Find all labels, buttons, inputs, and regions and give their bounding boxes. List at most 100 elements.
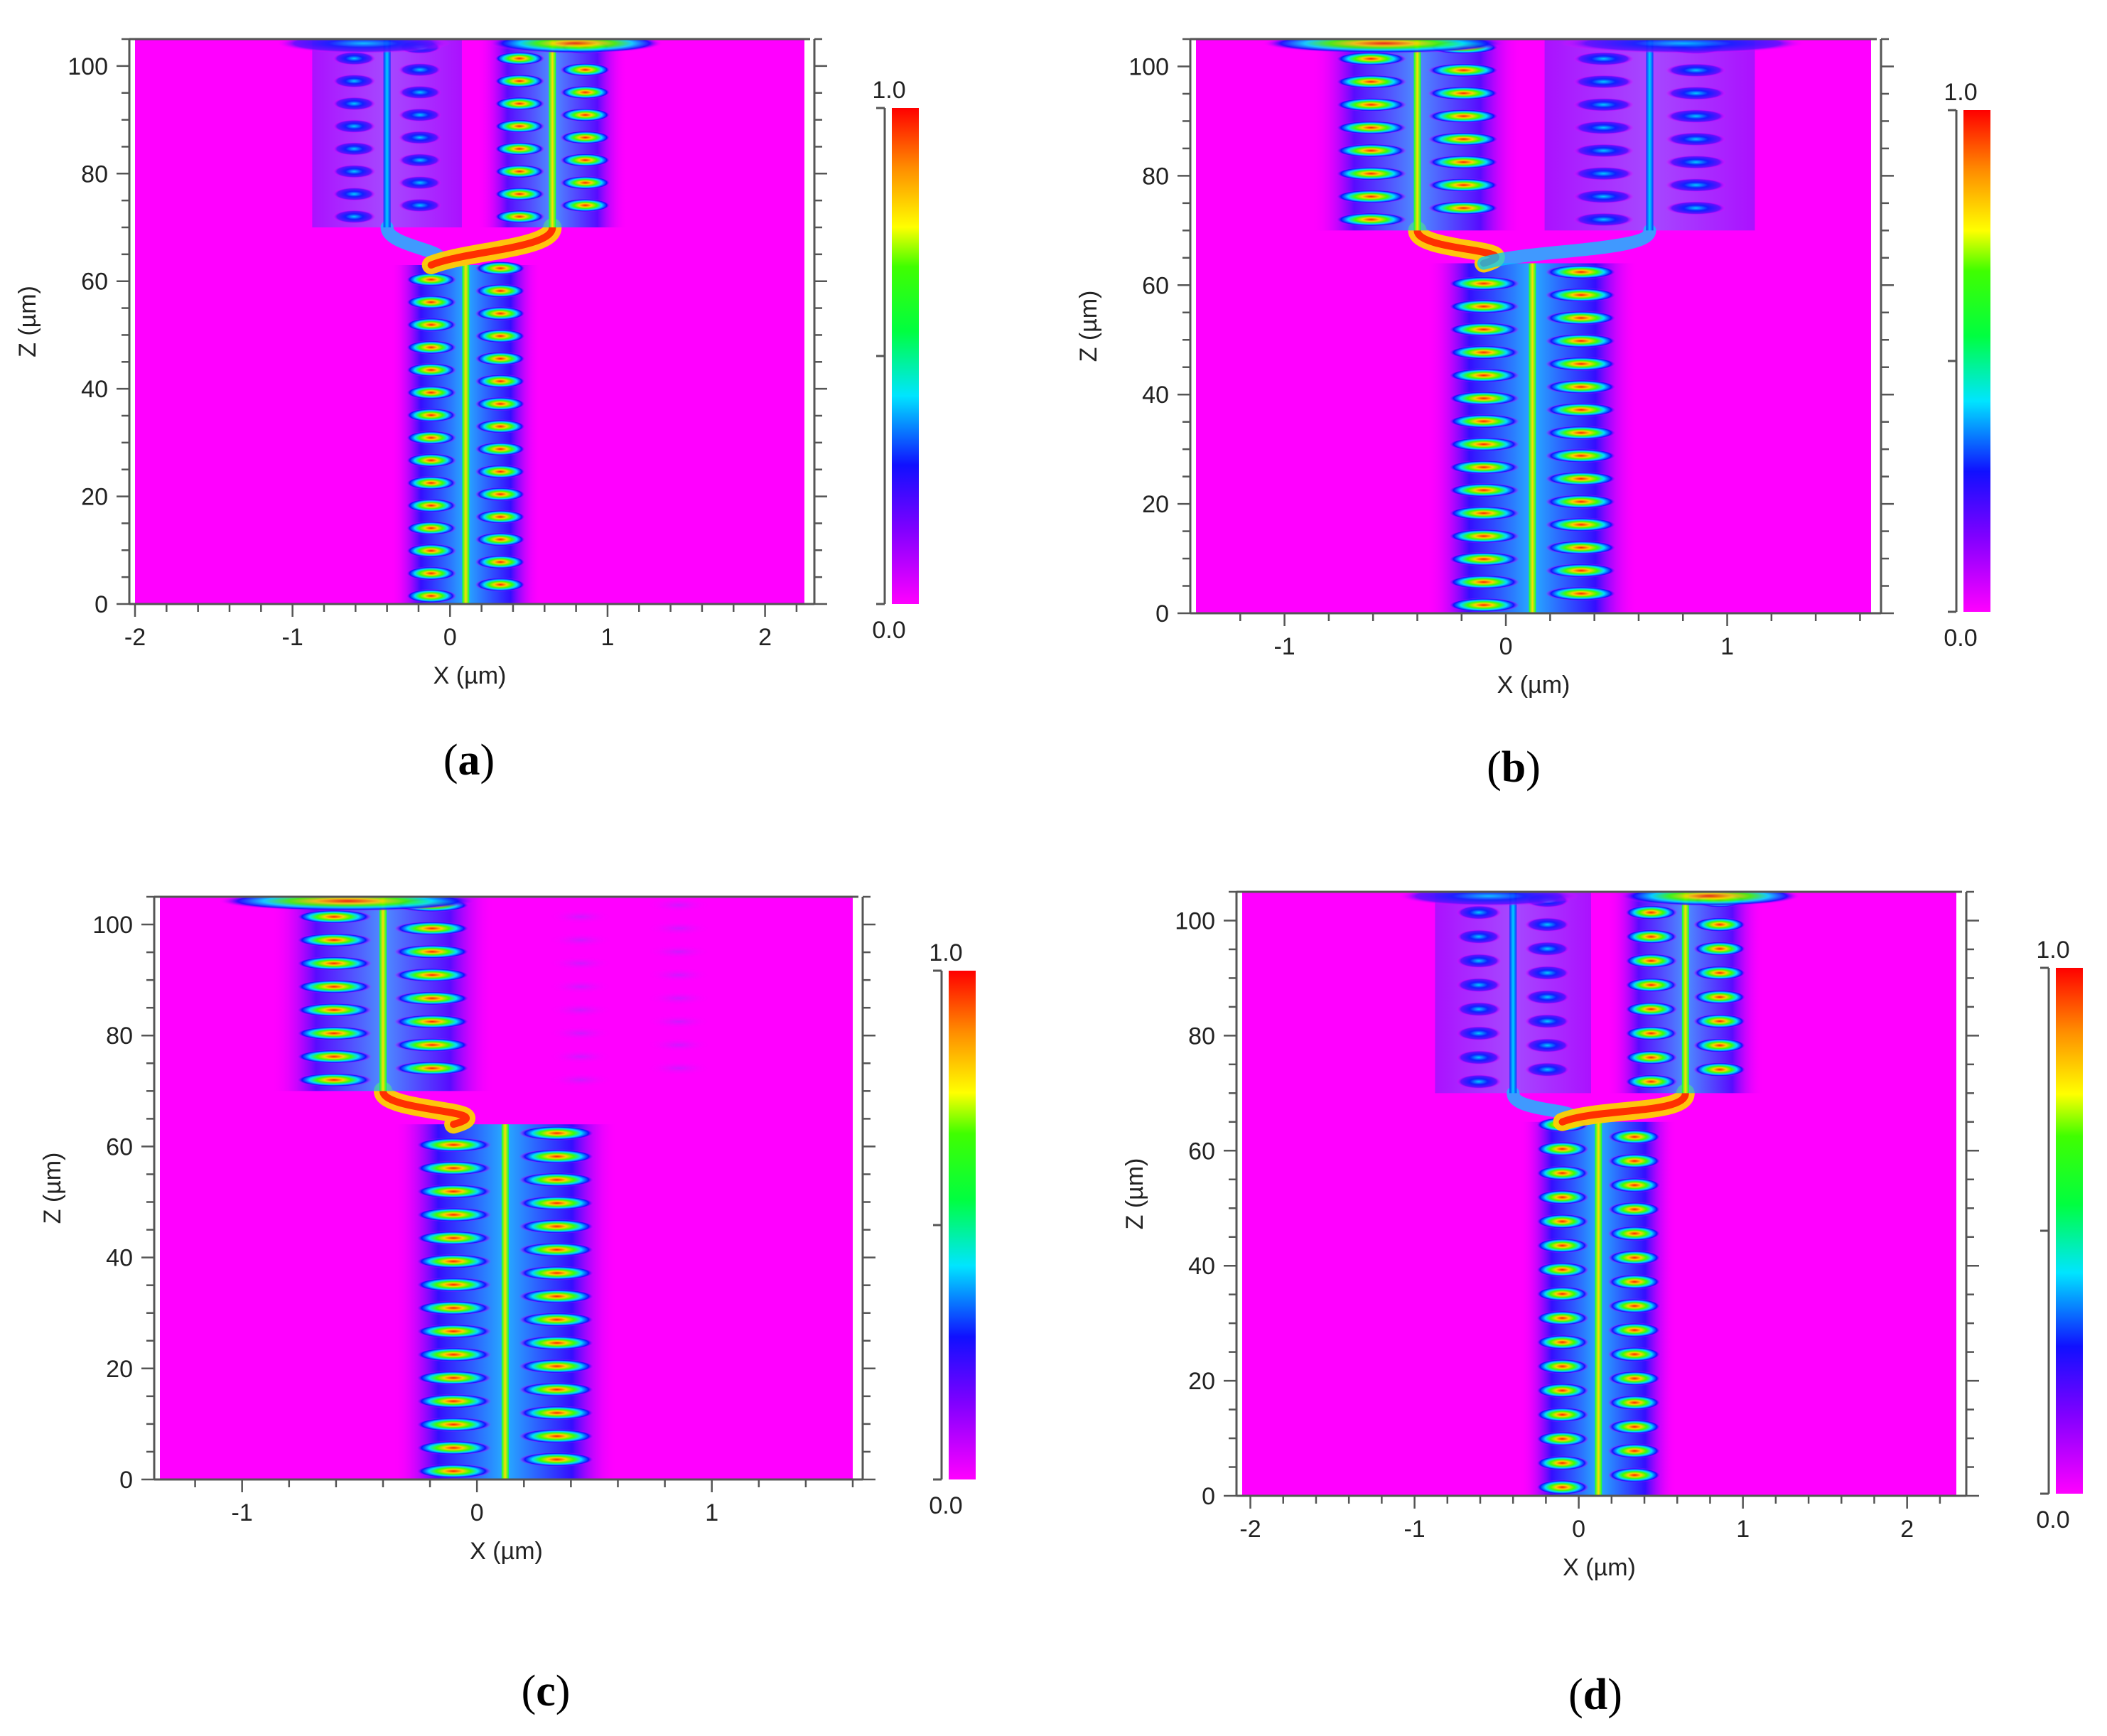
- input-lobe: [519, 1428, 595, 1444]
- output-lobe: [394, 991, 470, 1006]
- colorbar-min-label: 0.0: [1944, 625, 1977, 652]
- x-tick-label: 2: [758, 624, 772, 651]
- output-lobe: [494, 97, 545, 111]
- output-lobe: [560, 63, 611, 77]
- input-core: [1595, 1121, 1602, 1496]
- output-lobe: [1428, 86, 1499, 100]
- output-lobe: [394, 968, 470, 982]
- input-lobe: [519, 1126, 595, 1141]
- input-lobe: [406, 408, 457, 423]
- input-lobe: [1546, 426, 1617, 441]
- panel-label: (a): [443, 736, 495, 785]
- y-tick-label: 40: [1188, 1253, 1215, 1280]
- output-lobe: [1525, 965, 1570, 981]
- input-lobe: [1546, 311, 1617, 325]
- x-tick-label: 0: [1572, 1516, 1585, 1543]
- output-lobe: [560, 131, 611, 145]
- input-lobe: [519, 1289, 595, 1304]
- input-lobe: [475, 419, 526, 434]
- input-lobe: [475, 487, 526, 502]
- output-lobe: [1525, 989, 1570, 1005]
- output-lobe: [1456, 1025, 1502, 1041]
- input-lobe: [406, 588, 457, 603]
- input-lobe: [1536, 1335, 1589, 1350]
- input-lobe: [475, 532, 526, 547]
- output-lobe: [1456, 1074, 1502, 1089]
- input-lobe: [1608, 1177, 1661, 1193]
- colorbar-max-label: 1.0: [2036, 937, 2069, 964]
- input-lobe: [519, 1242, 595, 1257]
- output-lobe: [296, 1072, 372, 1087]
- output-lobe: [398, 63, 442, 77]
- input-lobe: [1536, 1383, 1589, 1398]
- y-tick-label: 80: [106, 1023, 133, 1050]
- input-lobe: [406, 498, 457, 513]
- output-lobe: [560, 153, 611, 167]
- intensity-field: [1398, 892, 1801, 1496]
- output-lobe: [1456, 953, 1502, 969]
- output-lobe: [398, 85, 442, 99]
- input-lobe: [406, 475, 457, 490]
- x-tick-label: 0: [443, 624, 457, 651]
- x-tick-label: -2: [1239, 1516, 1261, 1543]
- input-lobe: [416, 1277, 492, 1293]
- y-tick-label: 40: [81, 376, 108, 403]
- input-lobe: [1448, 345, 1519, 360]
- top-edge-spill: [1561, 39, 1805, 53]
- top-edge-spill: [276, 39, 451, 53]
- output-lobe: [1666, 86, 1726, 100]
- output-lobe: [548, 910, 613, 924]
- output-lobe: [1335, 52, 1407, 66]
- input-lobe: [1448, 529, 1519, 544]
- output-lobe: [1666, 63, 1726, 77]
- branch-transition-core: [1558, 1089, 1689, 1126]
- input-lobe: [1546, 494, 1617, 510]
- input-lobe: [416, 1464, 492, 1479]
- input-lobe: [406, 295, 457, 310]
- y-tick-label: 40: [1142, 382, 1169, 409]
- output-lobe: [1693, 917, 1747, 932]
- output-lobe: [398, 176, 442, 190]
- y-tick-label: 60: [106, 1133, 133, 1160]
- input-lobe: [475, 351, 526, 366]
- output-core: [549, 39, 556, 227]
- y-tick-label: 60: [1142, 272, 1169, 299]
- output-lobe: [548, 933, 613, 947]
- x-tick-label: 1: [1736, 1516, 1750, 1543]
- output-lobe: [1428, 63, 1499, 77]
- x-tick-label: -1: [282, 624, 303, 651]
- input-lobe: [1608, 1129, 1661, 1145]
- y-tick-label: 20: [1142, 491, 1169, 518]
- x-tick-label: -1: [1273, 633, 1295, 660]
- output-lobe: [333, 187, 376, 201]
- output-lobe: [560, 85, 611, 99]
- input-lobe: [416, 1417, 492, 1432]
- output-lobe: [548, 979, 613, 994]
- output-lobe: [647, 921, 711, 936]
- output-lobe: [1573, 52, 1634, 66]
- input-lobe: [475, 261, 526, 276]
- colorbar-min-label: 0.0: [872, 617, 905, 644]
- output-lobe: [398, 108, 442, 122]
- output-lobe: [647, 1014, 711, 1029]
- output-lobe: [296, 1003, 372, 1018]
- output-lobe: [1624, 905, 1678, 920]
- output-lobe: [296, 910, 372, 924]
- y-tick-label: 80: [1188, 1023, 1215, 1050]
- colorbar: [949, 971, 976, 1479]
- output-lobe: [548, 1072, 613, 1087]
- colorbar-max-label: 1.0: [929, 939, 962, 966]
- output-lobe: [1573, 97, 1634, 112]
- output-lobe: [296, 1050, 372, 1064]
- input-lobe: [1608, 1250, 1661, 1266]
- input-lobe: [416, 1393, 492, 1409]
- output-lobe: [1428, 155, 1499, 169]
- input-lobe: [1546, 586, 1617, 601]
- output-lobe: [647, 968, 711, 982]
- output-core: [383, 39, 391, 227]
- input-lobe: [1536, 1190, 1589, 1205]
- y-tick-label: 100: [1128, 53, 1169, 80]
- output-lobe: [560, 198, 611, 212]
- input-lobe: [1536, 1455, 1589, 1471]
- output-lobe: [394, 1014, 470, 1029]
